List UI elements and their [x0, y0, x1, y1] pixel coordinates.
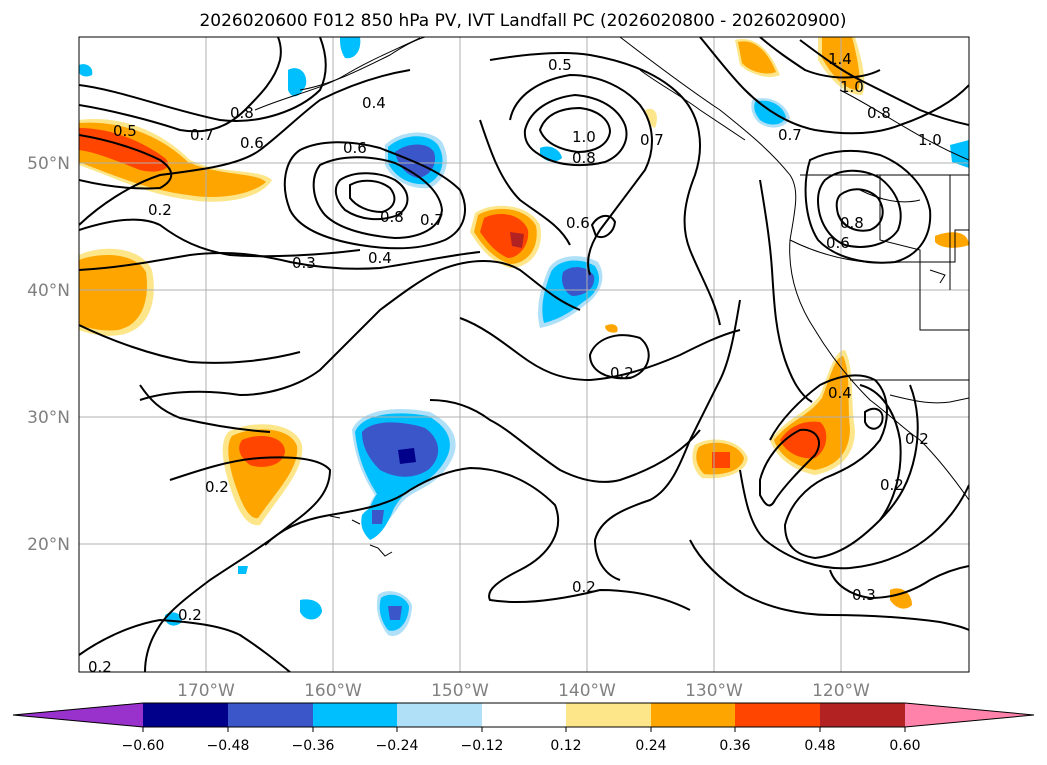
map-panel: 0.5 0.5 0.7 0.8 0.6 0.4 0.6 0.8 0.7 1.0 … — [78, 36, 970, 676]
lon-axis-labels: 170°W 160°W 150°W 140°W 130°W 120°W — [177, 681, 870, 701]
colorbar-tick-label: 0.12 — [550, 738, 581, 754]
colorbar-tick-label: 0.36 — [719, 738, 750, 754]
colorbar-bin — [820, 703, 905, 727]
graticule — [79, 37, 969, 672]
colorbar-extend-min — [13, 703, 143, 727]
colorbar-bin — [143, 703, 228, 727]
contour-label: 0.8 — [230, 104, 254, 122]
lon-label: 130°W — [685, 681, 743, 701]
colorbar-tick-label: 0.24 — [635, 738, 666, 754]
contour-label: 0.2 — [905, 430, 929, 448]
lon-label: 160°W — [304, 681, 362, 701]
lat-label: 20°N — [27, 535, 70, 555]
contour-label: 0.6 — [240, 134, 264, 152]
lat-label: 40°N — [27, 281, 70, 301]
contour-label: 0.8 — [380, 208, 404, 226]
colorbar-tick-label: −0.48 — [207, 738, 250, 754]
contour-label: 0.3 — [852, 586, 876, 604]
colorbar-extend-max — [905, 703, 1034, 727]
contour-labels: 0.5 0.5 0.7 0.8 0.6 0.4 0.6 0.8 0.7 1.0 … — [88, 50, 942, 676]
contour-label: 0.4 — [828, 384, 852, 402]
contour-label: 0.2 — [610, 364, 634, 382]
colorbar-bin — [482, 703, 566, 727]
contour-label: 0.6 — [343, 139, 367, 157]
contour-label: 0.6 — [566, 214, 590, 232]
contour-label: 0.4 — [368, 249, 392, 267]
lon-label: 170°W — [177, 681, 235, 701]
contour-label: 1.4 — [828, 50, 852, 68]
colorbar-tick-label: −0.12 — [461, 738, 504, 754]
lat-label: 50°N — [27, 154, 70, 174]
contour-label: 0.7 — [190, 126, 214, 144]
colorbar-tick-label: 0.60 — [889, 738, 920, 754]
colorbar-bin — [566, 703, 651, 727]
contour-label: 1.0 — [918, 131, 942, 149]
colorbar: −0.60 −0.48 −0.36 −0.24 −0.12 0.12 0.24 … — [12, 702, 1035, 754]
colorbar-bin — [397, 703, 482, 727]
contour-label: 0.7 — [420, 211, 444, 229]
colorbar-bin — [228, 703, 313, 727]
contour-label: 0.5 — [113, 122, 137, 140]
colorbar-bin — [735, 703, 820, 727]
lon-label: 120°W — [812, 681, 870, 701]
contour-label: 0.2 — [178, 606, 202, 624]
contour-label: 0.2 — [148, 201, 172, 219]
contour-label: 0.8 — [840, 214, 864, 232]
contour-label: 0.8 — [867, 104, 891, 122]
colorbar-bin — [651, 703, 735, 727]
colorbar-tick-label: −0.60 — [122, 738, 165, 754]
contour-label: 0.7 — [778, 126, 802, 144]
contour-label: 0.2 — [205, 478, 229, 496]
pv-contours — [79, 37, 969, 672]
contour-label: 0.6 — [826, 234, 850, 252]
colorbar-tick-label: −0.24 — [376, 738, 419, 754]
contour-label: 0.8 — [572, 149, 596, 167]
coastlines — [254, 37, 969, 557]
contour-label: 0.3 — [292, 254, 316, 272]
pv-shading — [79, 37, 969, 636]
lon-label: 150°W — [431, 681, 489, 701]
contour-label: 0.2 — [880, 476, 904, 494]
contour-label: 1.0 — [840, 78, 864, 96]
lat-axis-labels: 50°N 40°N 30°N 20°N — [27, 154, 70, 555]
contour-label: 0.5 — [548, 56, 572, 74]
contour-label: 1.0 — [572, 128, 596, 146]
contour-label: 0.2 — [88, 658, 112, 676]
lat-label: 30°N — [27, 408, 70, 428]
map-title: 2026020600 F012 850 hPa PV, IVT Landfall… — [199, 11, 846, 31]
colorbar-tick-label: 0.48 — [804, 738, 835, 754]
colorbar-bin — [313, 703, 397, 727]
lon-label: 140°W — [558, 681, 616, 701]
contour-label: 0.7 — [640, 131, 664, 149]
contour-label: 0.4 — [362, 94, 386, 112]
colorbar-tick-label: −0.36 — [292, 738, 335, 754]
contour-label: 0.2 — [572, 578, 596, 596]
